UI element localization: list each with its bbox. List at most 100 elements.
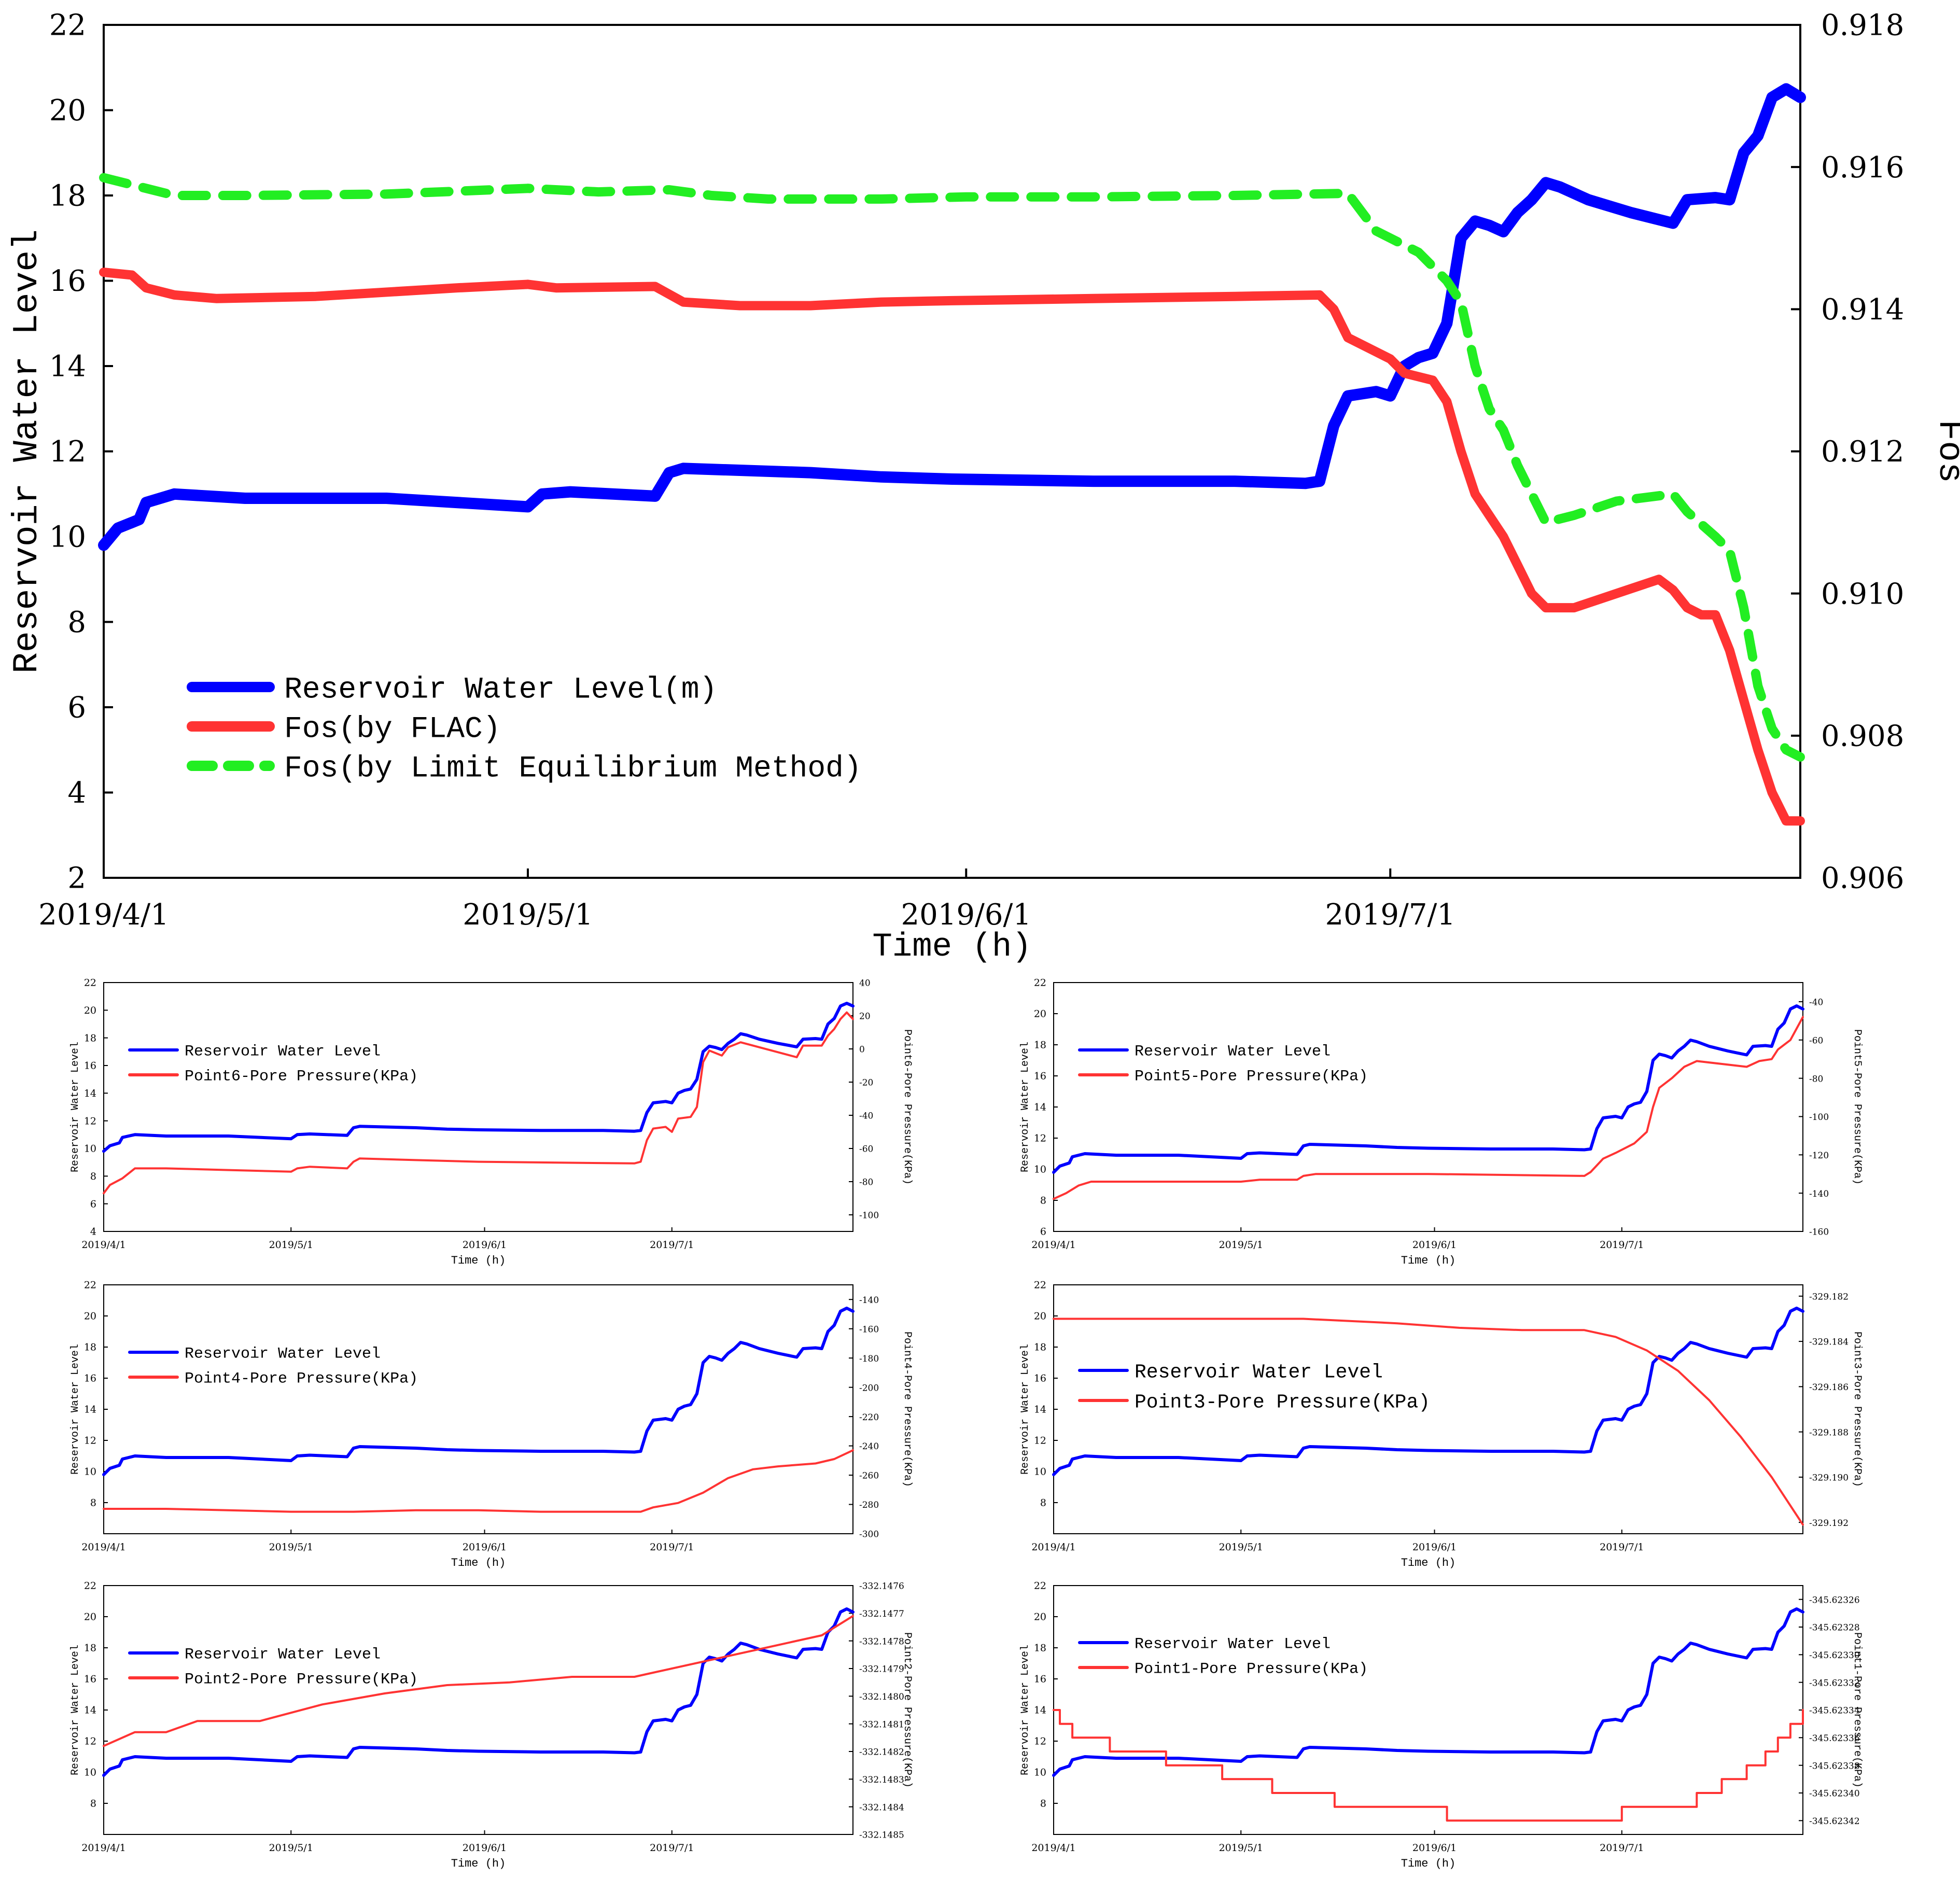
y2-tick-label: -329.186 [1809,1382,1849,1393]
y-tick-label: 12 [1034,1133,1046,1144]
legend-label: Point6-Pore Pressure(KPa) [185,1068,418,1086]
y2-tick-label: 20 [859,1012,871,1022]
y-tick-label: 12 [84,1736,96,1747]
y2-tick-label: -120 [1809,1151,1829,1161]
y-tick-label: 20 [1034,1008,1046,1020]
y-tick-label: 18 [1034,1040,1046,1051]
series-line-2 [1053,1016,1804,1200]
x-tick-label: 2019/4/1 [81,1541,125,1553]
y-tick-label: 6 [67,691,86,725]
x-tick-label: 2019/5/1 [269,1541,313,1553]
x-axis-label: Time (h) [1401,1857,1456,1870]
series-line-2 [103,1615,854,1747]
x-axis-label: Time (h) [1401,1254,1456,1267]
y-tick-label: 16 [1034,1674,1046,1685]
series-line-1 [1052,1307,1804,1476]
x-tick-label: 2019/7/1 [650,1541,694,1553]
y2-tick-label: -260 [859,1471,879,1481]
y-tick-label: 22 [84,977,96,989]
y2-tick-label: -345.62328 [1809,1623,1860,1633]
legend-label: Reservoir Water Level(m) [284,673,717,707]
legend-label: Point1-Pore Pressure(KPa) [1135,1661,1368,1678]
y2-tick-label: -100 [859,1211,879,1221]
y2-tick-label: -140 [859,1295,879,1306]
x-tick-label: 2019/6/1 [463,1541,507,1553]
x-tick-label: 2019/6/1 [901,898,1032,932]
y2-tick-label: -329.182 [1809,1292,1849,1302]
chart-p4: 2019/4/1 2019/5/1 2019/6/1 2019/7/1 8 10 12 14 1… [69,1280,913,1569]
x-tick-label: 2019/7/1 [1325,898,1456,932]
y2-tick-label: -332.1480 [859,1692,904,1702]
y-tick-label: 8 [90,1171,96,1182]
x-tick-label: 2019/5/1 [269,1842,313,1854]
y-tick-label: 14 [84,1404,96,1416]
y-tick-label: 14 [1034,1705,1046,1716]
y-axis-label: Reservoir Water Level [1019,1344,1031,1475]
legend-label: Point3-Pore Pressure(KPa) [1135,1391,1430,1413]
y-tick-label: 8 [67,606,86,639]
x-tick-label: 2019/7/1 [1600,1842,1644,1854]
y2-tick-label: -280 [859,1500,879,1510]
y2-tick-label: 0.910 [1821,577,1904,611]
y2-axis-label: Point5-Pore Pressure(KPa) [1851,1029,1863,1185]
x-tick-label: 2019/4/1 [81,1842,125,1854]
plot-frame [103,982,853,1232]
y2-tick-label: 0.914 [1821,293,1904,327]
y2-axis-label: Fos [1929,419,1960,483]
y-tick-label: 22 [1034,1280,1046,1291]
x-tick-label: 2019/4/1 [1031,1239,1075,1251]
y-tick-label: 18 [84,1342,96,1353]
x-axis-label: Time (h) [1401,1557,1456,1569]
y2-tick-label: -332.1479 [859,1664,904,1675]
y2-tick-label: -40 [1809,998,1823,1008]
y2-tick-label: -345.62334 [1809,1706,1860,1716]
series-line-1 [102,1002,855,1153]
chart-p1: 2019/4/1 2019/5/1 2019/6/1 2019/7/1 8 10 12 14 1… [1019,1580,1863,1870]
y-tick-label: 14 [1034,1404,1046,1416]
plot-frame [1053,1585,1803,1835]
y2-tick-label: -100 [1809,1112,1829,1123]
y-tick-label: 14 [1034,1102,1046,1113]
y2-tick-label: 0.906 [1821,862,1904,895]
y-tick-label: 20 [1034,1311,1046,1322]
y2-axis-label: Point6-Pore Pressure(KPa) [901,1029,913,1185]
y-tick-label: 6 [1040,1226,1046,1238]
y2-tick-label: 40 [859,978,871,989]
x-tick-label: 2019/5/1 [1219,1541,1263,1553]
x-axis-label: Time (h) [451,1557,506,1569]
y-tick-label: 8 [90,1497,96,1509]
y-tick-label: 8 [1040,1497,1046,1509]
x-tick-label: 2019/4/1 [81,1239,125,1251]
y2-tick-label: -332.1485 [859,1830,904,1841]
y2-tick-label: 0.912 [1821,435,1904,469]
x-axis-label: Time (h) [451,1857,506,1870]
y2-tick-label: -240 [859,1441,879,1452]
x-tick-label: 2019/7/1 [1600,1541,1644,1553]
y-tick-label: 4 [67,776,86,810]
legend-label: Reservoir Water Level [185,1346,381,1363]
y-tick-label: 16 [84,1674,96,1685]
series-line-1 [1052,1607,1804,1777]
y2-tick-label: -180 [859,1354,879,1364]
y-axis-label: Reservoir Water Level [69,1042,81,1172]
y2-tick-label: -160 [859,1324,879,1335]
legend-label: Point2-Pore Pressure(KPa) [185,1671,418,1689]
y2-tick-label: -345.62326 [1809,1595,1860,1605]
y2-tick-label: -332.1476 [859,1581,904,1592]
chart-main: 2019/4/1 2019/5/1 2019/6/1 2019/7/1 2 4 6 8 10 12… [7,9,1960,966]
x-tick-label: 2019/5/1 [1219,1239,1263,1251]
y-tick-label: 16 [1034,1071,1046,1082]
y2-tick-label: -160 [1809,1227,1829,1238]
y2-tick-label: -20 [859,1078,873,1088]
y2-tick-label: -345.62342 [1809,1816,1860,1827]
y-tick-label: 10 [84,1466,96,1478]
chart-p5: 2019/4/1 2019/5/1 2019/6/1 2019/7/1 6 8 10 12 14… [1019,977,1863,1267]
y-tick-label: 8 [90,1798,96,1810]
y2-tick-label: 0.908 [1821,719,1904,753]
x-tick-label: 2019/4/1 [1031,1541,1075,1553]
x-axis-label: Time (h) [451,1254,506,1267]
legend-label: Reservoir Water Level [1135,1361,1383,1383]
plot-frame [103,24,1801,879]
legend-label: Reservoir Water Level [1135,1636,1331,1653]
